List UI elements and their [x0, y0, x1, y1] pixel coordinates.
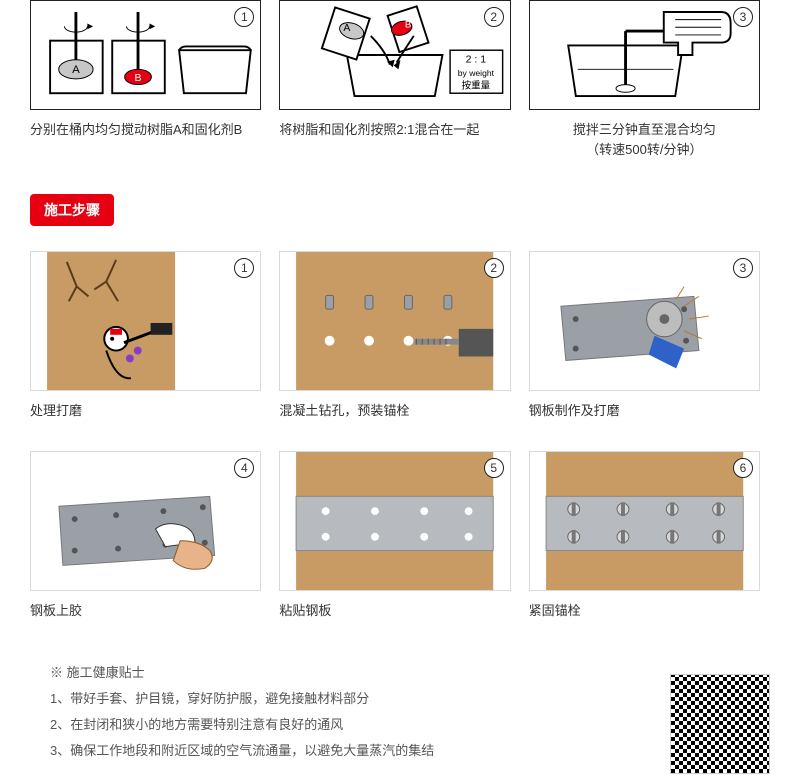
prep-card-3: 3 搅拌三分钟直至混合均匀 （转速500转/分钟）	[529, 0, 760, 159]
step-card-2: 2	[279, 251, 510, 421]
section-header: 施工步骤	[30, 194, 114, 226]
tips-title: ※ 施工健康贴士	[50, 660, 760, 686]
step-card-6: 6 紧固锚栓	[529, 451, 760, 621]
steps-row-2: 4 钢板上胶 5	[30, 451, 760, 621]
prep3-line1: 搅拌三分钟直至混合均匀	[529, 120, 760, 140]
step-card-5: 5 粘贴钢板	[279, 451, 510, 621]
step-badge: 4	[234, 458, 254, 478]
prep-figure-2: 2 A B 2 : 1 by weight	[279, 0, 510, 110]
step-badge: 6	[733, 458, 753, 478]
ratio-l3: 按重量	[462, 79, 491, 91]
step-figure-4: 4	[30, 451, 261, 591]
prep-card-1: 1 A B 分别在桶内均匀搅动树脂A和固化剂B	[30, 0, 261, 159]
step-caption-3: 钢板制作及打磨	[529, 401, 760, 421]
label-b: B	[135, 72, 142, 84]
step-card-3: 3 钢板制作及打磨	[529, 251, 760, 421]
label-a2: A	[344, 22, 351, 34]
prep-figure-1: 1 A B	[30, 0, 261, 110]
step-badge: 2	[484, 258, 504, 278]
qr-code	[670, 674, 770, 774]
prep-caption-3: 搅拌三分钟直至混合均匀 （转速500转/分钟）	[529, 120, 760, 159]
tips-item: 3、确保工作地段和附近区域的空气流通量，以避免大量蒸汽的集结	[50, 738, 760, 764]
step-figure-6: 6	[529, 451, 760, 591]
prep-caption-1: 分别在桶内均匀搅动树脂A和固化剂B	[30, 120, 261, 140]
step-figure-3: 3	[529, 251, 760, 391]
step-caption-5: 粘贴钢板	[279, 601, 510, 621]
step-badge: 2	[484, 7, 504, 27]
prep3-line2: （转速500转/分钟）	[529, 140, 760, 160]
step-caption-4: 钢板上胶	[30, 601, 261, 621]
step-caption-6: 紧固锚栓	[529, 601, 760, 621]
step-figure-2: 2	[279, 251, 510, 391]
step-badge: 5	[484, 458, 504, 478]
step-caption-2: 混凝土钻孔，预装锚栓	[279, 401, 510, 421]
label-b2: B	[405, 19, 411, 30]
tips-item: 1、带好手套、护目镜，穿好防护服，避免接触材料部分	[50, 686, 760, 712]
step-badge: 3	[733, 258, 753, 278]
ratio-l2: by weight	[458, 68, 495, 78]
tips-item: 2、在封闭和狭小的地方需要特别注意有良好的通风	[50, 712, 760, 738]
step-figure-5: 5	[279, 451, 510, 591]
prep-row: 1 A B 分别在桶内均匀搅动树脂A和固化剂B	[30, 0, 760, 159]
prep-figure-3: 3	[529, 0, 760, 110]
step-card-1: 1 处理打磨	[30, 251, 261, 421]
ratio-l1: 2 : 1	[466, 54, 487, 66]
step-caption-1: 处理打磨	[30, 401, 261, 421]
label-a: A	[72, 64, 80, 76]
step-figure-1: 1	[30, 251, 261, 391]
step-card-4: 4 钢板上胶	[30, 451, 261, 621]
prep-caption-2: 将树脂和固化剂按照2:1混合在一起	[279, 120, 510, 140]
tips-section: ※ 施工健康贴士 1、带好手套、护目镜，穿好防护服，避免接触材料部分 2、在封闭…	[50, 660, 760, 764]
steps-row-1: 1 处理打磨 2	[30, 251, 760, 421]
step-badge: 3	[733, 7, 753, 27]
prep-card-2: 2 A B 2 : 1 by weight	[279, 0, 510, 159]
